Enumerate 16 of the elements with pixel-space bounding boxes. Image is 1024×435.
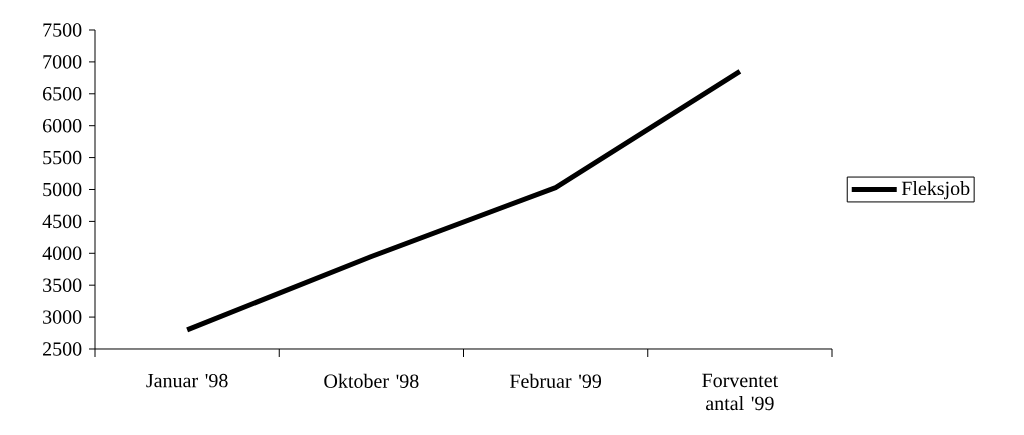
y-tick-label: 2500 — [43, 342, 82, 356]
y-tick-label: 5500 — [43, 150, 82, 165]
y-tick-label: 7000 — [43, 55, 82, 69]
y-tick-label: 3000 — [43, 310, 82, 324]
legend-label: Fleksjob — [901, 181, 970, 200]
x-tick-label: Oktober '98 — [324, 373, 419, 388]
y-tick-label: 7500 — [43, 23, 82, 37]
y-tick-label: 6500 — [43, 87, 82, 101]
y-tick-label: 4500 — [42, 214, 82, 229]
y-tick-label: 3500 — [43, 278, 82, 292]
x-tick-label: Februar '99 — [509, 373, 602, 388]
y-tick-label: 5000 — [43, 182, 82, 197]
x-tick-label: Januar '98 — [146, 373, 228, 388]
y-tick-label: 4000 — [42, 246, 82, 261]
x-tick-label: Forventet antal '99 — [702, 373, 779, 411]
y-tick-label: 6000 — [43, 118, 82, 133]
